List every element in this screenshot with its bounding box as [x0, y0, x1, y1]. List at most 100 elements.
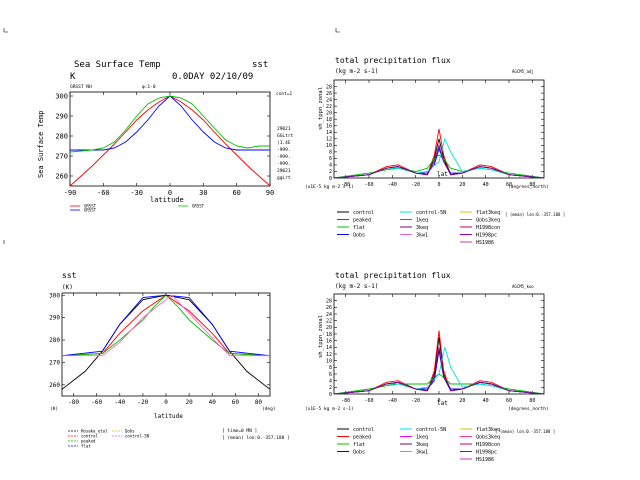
- y-tick-label: 20: [326, 110, 332, 116]
- legend-label: control: [353, 427, 374, 433]
- series-line-3keq: [333, 143, 545, 179]
- y-tick-label: 2: [329, 385, 332, 391]
- x-axis-label: latitude: [150, 196, 184, 204]
- legend-label: GRSST: [84, 208, 97, 213]
- x-tick-label: 60: [232, 189, 240, 197]
- side-label: 29021: [277, 168, 291, 174]
- chart-units: (kg m-2 s-1): [335, 68, 378, 75]
- x-tick-label: 0: [437, 182, 440, 188]
- y-tick-label: 16: [326, 123, 332, 129]
- y-tick-label: 20: [326, 325, 332, 331]
- x-units-label: (degrees_north): [508, 184, 549, 190]
- mean-note: [ (mean) lon:0.-357.188 ]: [505, 212, 565, 217]
- legend-label: flat: [353, 225, 365, 231]
- y-tick-label: 28: [326, 84, 332, 90]
- series-line-control-5N: [333, 347, 545, 395]
- x-axis-label: lat: [437, 400, 448, 407]
- x-tick-label: 80: [529, 182, 535, 188]
- series-line-Hosaka_etal: [61, 294, 271, 390]
- x-tick-label: -40: [114, 399, 125, 406]
- x-tick-label: 20: [185, 399, 193, 406]
- y-tick-label: 6: [329, 372, 332, 378]
- x-tick-label: 0: [437, 398, 440, 404]
- series-line-flat: [70, 95, 270, 151]
- chart-units: (kg m-2 s-1): [335, 283, 378, 290]
- chart-sub-right: cont=1: [276, 91, 293, 97]
- x-tick-label: -60: [364, 182, 373, 188]
- x-tick-label: 40: [483, 182, 489, 188]
- x-tick-label: -30: [130, 189, 143, 197]
- model-label: AGCM5_adj: [512, 69, 534, 74]
- x-tick-label: -60: [97, 189, 110, 197]
- legend-label: GRSST: [84, 204, 97, 209]
- chart-var-name: sst: [252, 60, 268, 70]
- legend-label: flat: [353, 442, 365, 448]
- x-tick-label: 30: [199, 189, 207, 197]
- mean-note: [ (mean) lon:0.-357.188 ]: [222, 435, 290, 441]
- legend-label: 3kw1: [416, 233, 428, 239]
- x-tick-label: -40: [388, 182, 397, 188]
- y-tick-label: 16: [326, 338, 332, 344]
- x-tick-label: -80: [341, 182, 350, 188]
- plot-frame: [61, 292, 271, 397]
- x-tick-label: 0: [168, 189, 172, 197]
- series-line-peaked: [333, 330, 545, 395]
- plot-frame: [69, 91, 271, 187]
- y-tick-label: 0: [329, 392, 332, 398]
- side-label: (1.4E: [277, 140, 291, 146]
- side-label: -999.: [277, 161, 291, 167]
- y-tick-label: 8: [329, 150, 332, 156]
- legend-label: Qobs: [125, 429, 135, 434]
- x-tick-label: 60: [506, 182, 512, 188]
- legend-label: 3keq: [416, 225, 428, 231]
- legend-label: 1keq: [416, 435, 428, 441]
- chart-title: Sea Surface Temp: [74, 60, 161, 70]
- x-tick-label: -20: [137, 399, 148, 406]
- y-tick-label: 22: [326, 104, 332, 110]
- model-label: AGCM5_kuo: [512, 284, 534, 289]
- series-line-control: [61, 294, 271, 357]
- y-tick-label: 26: [326, 305, 332, 311]
- x-tick-label: 90: [266, 189, 274, 197]
- y-tick-label: 24: [326, 312, 332, 318]
- x-tick-label: 40: [483, 398, 489, 404]
- x-tick-label: -80: [341, 398, 350, 404]
- series-line-control-5N: [62, 294, 270, 357]
- legend-label: flat: [81, 444, 91, 449]
- x-tick-label: -60: [364, 398, 373, 404]
- x-tick-label: -90: [64, 189, 77, 197]
- mean-note: [ (mean) lon:0.-357.188 ]: [495, 429, 555, 434]
- legend-label: Qobs3keq: [476, 218, 500, 224]
- y-tick-label: 12: [326, 352, 332, 358]
- chart-sub-left: GRSST NH: [70, 84, 92, 90]
- legend-label: control-5N: [416, 427, 446, 433]
- plot-area: -90 -60 -30 0 30 60 90 260 270 280 290 300: [55, 91, 274, 197]
- legend-label: H1998pc: [476, 450, 497, 456]
- x-tick-label: -20: [411, 398, 420, 404]
- legend-label: flat3keq: [476, 427, 500, 433]
- plot-area: -80 -60 -40 -20 0 20 40 60 80 260 270 280 290 300: [49, 292, 271, 406]
- chart-units: K: [70, 72, 76, 82]
- y-tick-label: 10: [326, 358, 332, 364]
- legend-label: HS1986: [476, 240, 494, 246]
- y-tick-label: 4: [329, 163, 332, 169]
- chart-units: (K): [62, 284, 73, 291]
- legend-label: control: [353, 210, 374, 216]
- y-tick-label: 290: [49, 315, 60, 322]
- x-tick-label: -80: [68, 399, 79, 406]
- y-tick-label: 10: [326, 143, 332, 149]
- y-axis-label: sh_tppn_zonal: [318, 87, 324, 130]
- legend-label: control-5N: [416, 210, 446, 216]
- legend-label: Qobs: [353, 450, 365, 456]
- chart-time-label: 0.0DAY 02/10/09: [172, 72, 253, 82]
- y-tick-label: 8: [329, 365, 332, 371]
- y-tick-label: 0: [329, 176, 332, 182]
- y-tick-label: 26: [326, 91, 332, 97]
- legend-label: Qobs3keq: [476, 435, 500, 441]
- x-units-label: (degrees_north): [508, 406, 549, 412]
- side-label: 29021: [277, 126, 291, 132]
- legend-label: control: [81, 434, 98, 439]
